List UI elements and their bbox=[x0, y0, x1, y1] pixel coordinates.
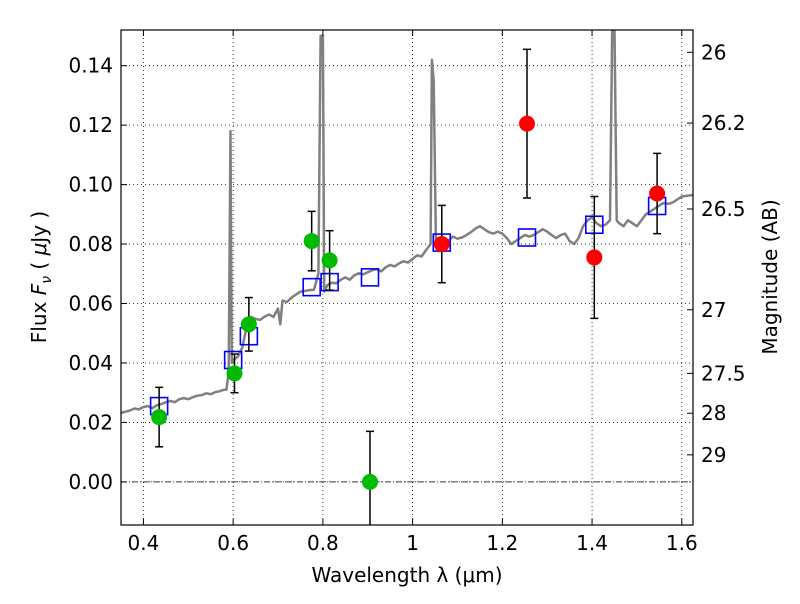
x-tick-label: 1 bbox=[406, 531, 419, 555]
right-tick-label: 27 bbox=[701, 298, 726, 322]
right-tick-label: 26.2 bbox=[701, 111, 746, 135]
x-tick-label: 1.2 bbox=[486, 531, 518, 555]
x-tick-label: 0.6 bbox=[217, 531, 249, 555]
y-axis-label-sub: ν bbox=[39, 276, 55, 284]
y-axis-label-prefix: Flux bbox=[27, 295, 51, 343]
y-axis-ticks: 0.00 0.02 0.04 0.06 0.08 0.10 0.12 0.14 bbox=[68, 54, 127, 494]
y-tick-label: 0.02 bbox=[68, 410, 113, 434]
y-tick-label: 0.06 bbox=[68, 292, 113, 316]
nir-photometry-point bbox=[433, 236, 450, 253]
y-tick-label: 0.12 bbox=[68, 113, 113, 137]
right-axis-ticks: 26 26.2 26.5 27 27.5 28 29 bbox=[687, 40, 746, 467]
right-tick-label: 29 bbox=[701, 443, 726, 467]
right-tick-label: 26.5 bbox=[701, 197, 746, 221]
x-axis-label: Wavelength λ (μm) bbox=[311, 563, 502, 587]
y-tick-label: 0.04 bbox=[68, 351, 113, 375]
y-axis-label-var: F bbox=[27, 283, 51, 295]
y-tick-label: 0.10 bbox=[68, 173, 113, 197]
model-spectrum-line bbox=[121, 30, 693, 415]
y-axis-label: Flux Fν ( μJy ) bbox=[27, 211, 55, 343]
optical-photometry-point bbox=[361, 473, 378, 490]
optical-photometry-point bbox=[303, 233, 320, 250]
model-photometry-square bbox=[302, 277, 321, 297]
optical-photometry-point bbox=[240, 316, 257, 333]
model-photometry-square bbox=[517, 228, 537, 247]
observed-points-layer bbox=[151, 115, 666, 490]
model-photometry-square bbox=[360, 268, 380, 287]
y-axis-label-paren: ( bbox=[27, 255, 51, 276]
right-tick-label: 28 bbox=[701, 401, 726, 425]
x-tick-label: 1.6 bbox=[666, 531, 698, 555]
x-tick-label: 1.4 bbox=[576, 531, 608, 555]
model-spectrum-layer bbox=[121, 30, 693, 415]
right-axis-label: Magnitude (AB) bbox=[758, 199, 782, 354]
optical-photometry-point bbox=[151, 409, 168, 426]
plot-frame bbox=[120, 29, 694, 526]
y-tick-label: 0.08 bbox=[68, 232, 113, 256]
x-tick-label: 0.8 bbox=[307, 531, 339, 555]
error-bar-layer bbox=[155, 48, 662, 525]
y-tick-label: 0.14 bbox=[68, 54, 113, 78]
y-tick-label: 0.00 bbox=[68, 470, 113, 494]
nir-photometry-point bbox=[519, 115, 536, 132]
optical-photometry-point bbox=[321, 252, 338, 269]
right-tick-label: 26 bbox=[701, 40, 726, 64]
nir-photometry-point bbox=[649, 185, 666, 202]
x-axis-ticks: 0.4 0.6 0.8 1 1.2 1.4 1.6 bbox=[128, 30, 698, 555]
optical-photometry-point bbox=[226, 365, 243, 382]
y-axis-label-unit: Jy ) bbox=[27, 211, 51, 245]
right-tick-label: 27.5 bbox=[701, 361, 746, 385]
plot-background bbox=[121, 30, 693, 525]
nir-photometry-point bbox=[586, 249, 603, 266]
x-tick-label: 0.4 bbox=[128, 531, 160, 555]
y-axis-label-mu: μ bbox=[27, 243, 51, 257]
